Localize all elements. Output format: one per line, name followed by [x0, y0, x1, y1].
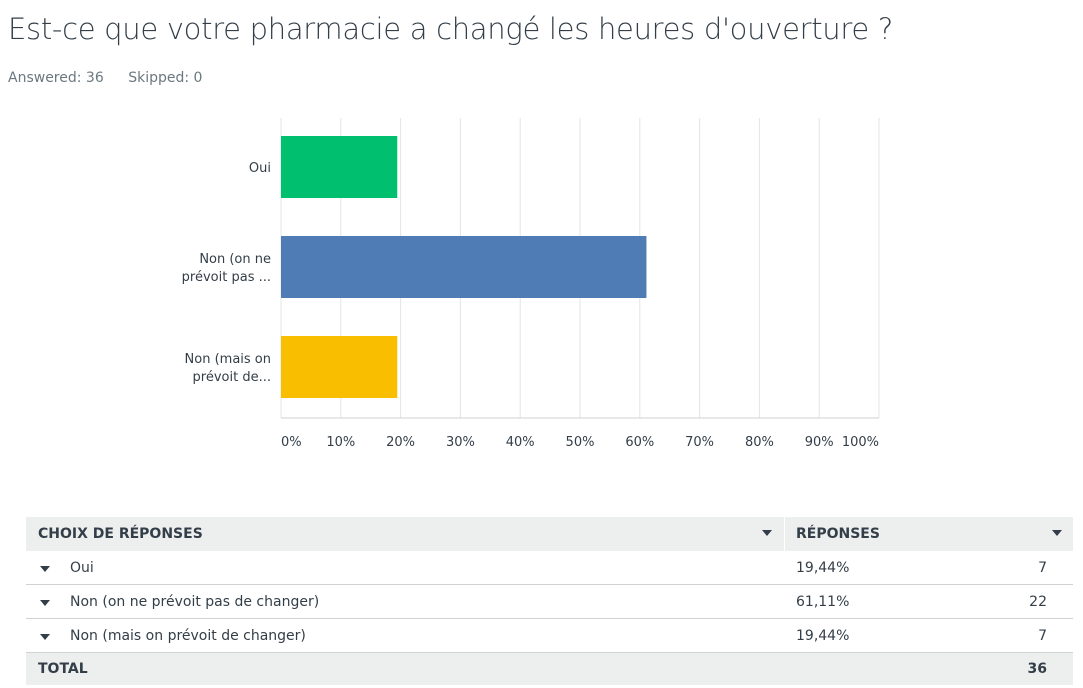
table-row: Non (mais on prévoit de changer) 19,44% …: [26, 619, 1073, 653]
column-divider: [784, 517, 785, 551]
x-tick-label: 50%: [566, 435, 595, 450]
table-header: CHOIX DE RÉPONSES RÉPONSES: [26, 517, 1073, 551]
x-tick-label: 60%: [625, 435, 654, 450]
category-label: Non (on ne: [199, 252, 271, 267]
x-tick-label: 0%: [281, 435, 302, 450]
total-count: 36: [1027, 661, 1047, 677]
total-label: TOTAL: [38, 661, 88, 677]
x-tick-label: 10%: [326, 435, 355, 450]
category-label: Oui: [249, 161, 271, 176]
x-tick-label: 80%: [745, 435, 774, 450]
row-count: 7: [1038, 628, 1047, 644]
x-tick-label: 40%: [506, 435, 535, 450]
table-total-row: TOTAL 36: [26, 653, 1073, 685]
category-label: prévoit pas ...: [182, 270, 271, 285]
bar[interactable]: [281, 136, 398, 198]
x-tick-label: 90%: [805, 435, 834, 450]
expand-caret-icon[interactable]: [40, 634, 50, 640]
bar[interactable]: [281, 236, 647, 298]
x-tick-label: 70%: [685, 435, 714, 450]
bar-chart: Oui Non (on ne prévoit pas ... Non (mais on…: [182, 118, 880, 450]
category-label: Non (mais on: [185, 352, 271, 367]
row-percent: 19,44%: [796, 628, 850, 644]
response-stats: Answered: 36 Skipped: 0: [8, 70, 222, 86]
row-percent: 61,11%: [796, 594, 850, 610]
sort-caret-icon[interactable]: [762, 530, 772, 536]
header-responses[interactable]: RÉPONSES: [796, 526, 880, 542]
question-title: Est-ce que votre pharmacie a changé les …: [8, 12, 893, 46]
x-tick-label: 20%: [386, 435, 415, 450]
skipped-count: Skipped: 0: [128, 70, 203, 86]
row-label: Non (mais on prévoit de changer): [70, 628, 306, 644]
expand-caret-icon[interactable]: [40, 600, 50, 606]
bar[interactable]: [281, 336, 398, 398]
x-tick-label: 30%: [446, 435, 475, 450]
table-row: Non (on ne prévoit pas de changer) 61,11…: [26, 585, 1073, 619]
sort-caret-icon[interactable]: [1052, 530, 1062, 536]
header-choice[interactable]: CHOIX DE RÉPONSES: [38, 526, 203, 542]
x-tick-label: 100%: [842, 435, 879, 450]
row-count: 7: [1038, 560, 1047, 576]
row-count: 22: [1029, 594, 1047, 610]
row-percent: 19,44%: [796, 560, 850, 576]
category-label: prévoit de...: [193, 370, 271, 385]
expand-caret-icon[interactable]: [40, 566, 50, 572]
row-label: Non (on ne prévoit pas de changer): [70, 594, 320, 610]
table-row: Oui 19,44% 7: [26, 551, 1073, 585]
answered-count: Answered: 36: [8, 70, 104, 86]
responses-table: CHOIX DE RÉPONSES RÉPONSES Oui 19,44% 7 …: [26, 517, 1073, 685]
row-label: Oui: [70, 560, 94, 576]
